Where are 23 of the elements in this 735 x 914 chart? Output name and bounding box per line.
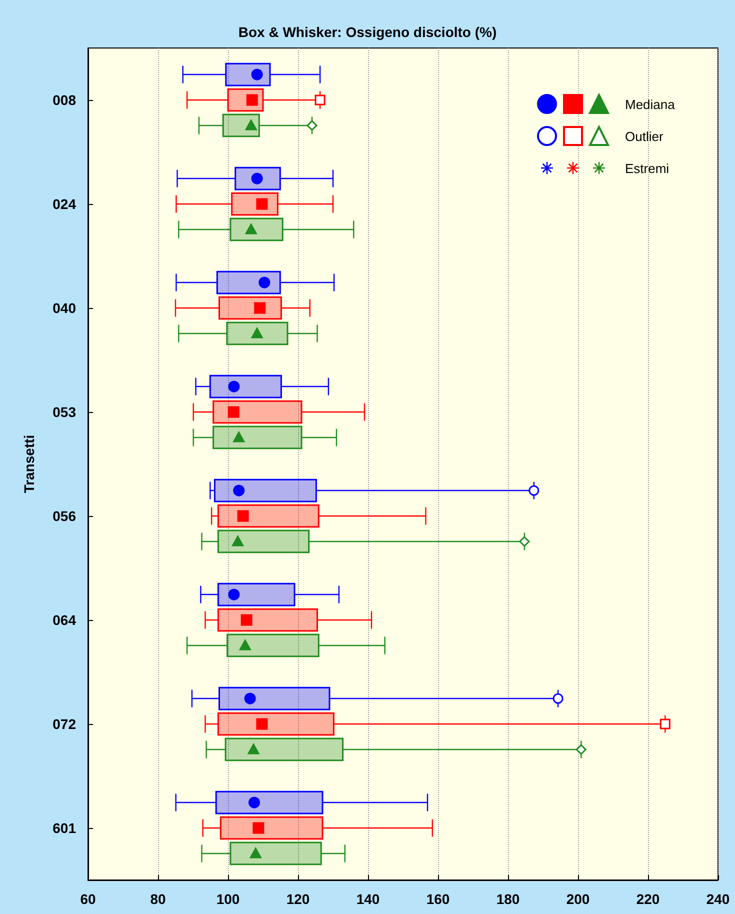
y-axis-title: Transetti bbox=[21, 434, 37, 494]
chart-title: Box & Whisker: Ossigeno disciolto (%) bbox=[238, 24, 497, 40]
y-tick-label: 024 bbox=[52, 196, 76, 212]
x-tick-label: 180 bbox=[496, 891, 520, 907]
annotation: Estremi bbox=[625, 160, 670, 176]
annotation: Mediana bbox=[625, 96, 675, 112]
y-tick-label: 008 bbox=[52, 92, 76, 108]
y-tick-label: 601 bbox=[52, 820, 76, 836]
annotation: Outlier bbox=[625, 128, 664, 144]
x-tick-label: 160 bbox=[426, 891, 450, 907]
y-tick-label: 040 bbox=[52, 300, 76, 316]
y-tick-label: 072 bbox=[52, 716, 76, 732]
x-tick-label: 120 bbox=[286, 891, 310, 907]
x-tick-label: 60 bbox=[80, 891, 96, 907]
x-tick-label: 240 bbox=[706, 891, 730, 907]
x-tick-label: 220 bbox=[636, 891, 660, 907]
y-tick-label: 053 bbox=[52, 404, 76, 420]
x-tick-label: 80 bbox=[150, 891, 166, 907]
x-tick-label: 200 bbox=[566, 891, 590, 907]
y-tick-label: 064 bbox=[52, 612, 76, 628]
x-tick-label: 140 bbox=[356, 891, 380, 907]
y-tick-label: 056 bbox=[52, 508, 76, 524]
x-tick-label: 100 bbox=[216, 891, 240, 907]
